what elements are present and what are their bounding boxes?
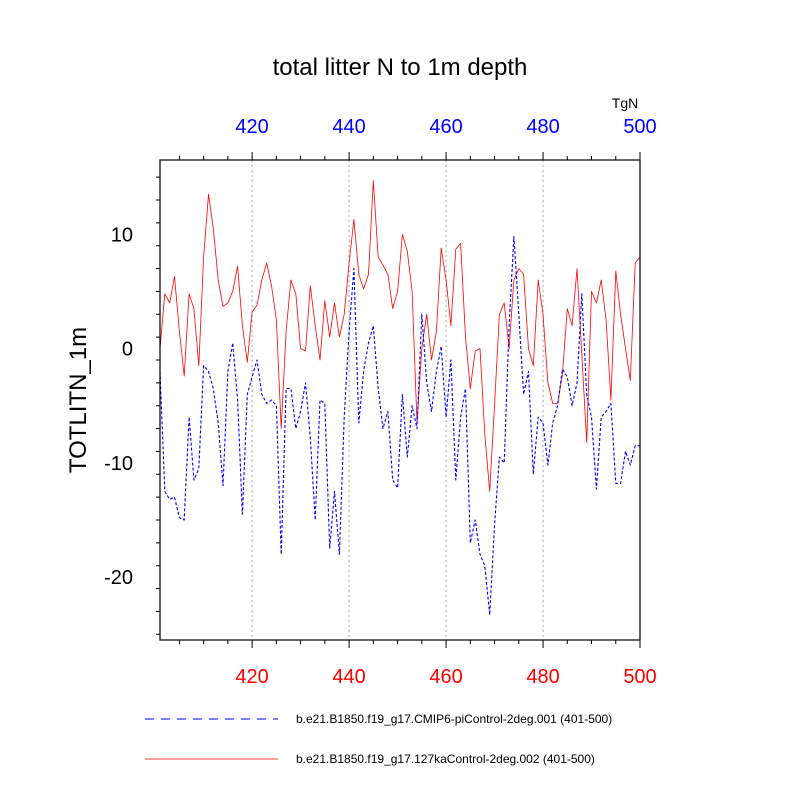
x-grid — [251, 160, 544, 640]
x-tick-label-top: 440 — [332, 116, 365, 138]
legend: b.e21.B1850.f19_g17.CMIP6-piControl-2deg… — [145, 712, 612, 766]
units-label: TgN — [612, 95, 638, 111]
y-tick-label: -20 — [104, 567, 133, 589]
x-tick-label-bottom: 420 — [235, 666, 268, 688]
axis-tick-labels: 420 420 440 440 460 460 480 480 500 500 -20 -10 0 10 — [104, 116, 657, 688]
x-tick-label-bottom: 460 — [429, 666, 462, 688]
legend-label-piControl: b.e21.B1850.f19_g17.CMIP6-piControl-2deg… — [296, 712, 612, 726]
x-tick-label-bottom: 480 — [526, 666, 559, 688]
chart-title: total litter N to 1m depth — [273, 54, 528, 81]
series-line-piControl — [159, 236, 640, 616]
x-tick-label-top: 480 — [526, 116, 559, 138]
series-layer — [159, 180, 641, 616]
x-tick-label-top: 460 — [429, 116, 462, 138]
x-tick-label-top: 420 — [235, 116, 268, 138]
y-tick-label: 0 — [122, 339, 133, 361]
x-tick-label-bottom: 440 — [332, 666, 365, 688]
plot-frame — [159, 159, 641, 641]
x-tick-label-bottom: 500 — [623, 666, 656, 688]
x-tick-label-top: 500 — [623, 116, 656, 138]
series-line-127kaControl — [159, 180, 641, 492]
y-tick-label: 10 — [111, 224, 133, 246]
y-tick-label: -10 — [104, 453, 133, 475]
axis-ticks — [156, 152, 641, 648]
y-axis-label: TOTLITN_1m — [65, 327, 92, 473]
legend-label-127kaControl: b.e21.B1850.f19_g17.127kaControl-2deg.00… — [296, 752, 595, 766]
